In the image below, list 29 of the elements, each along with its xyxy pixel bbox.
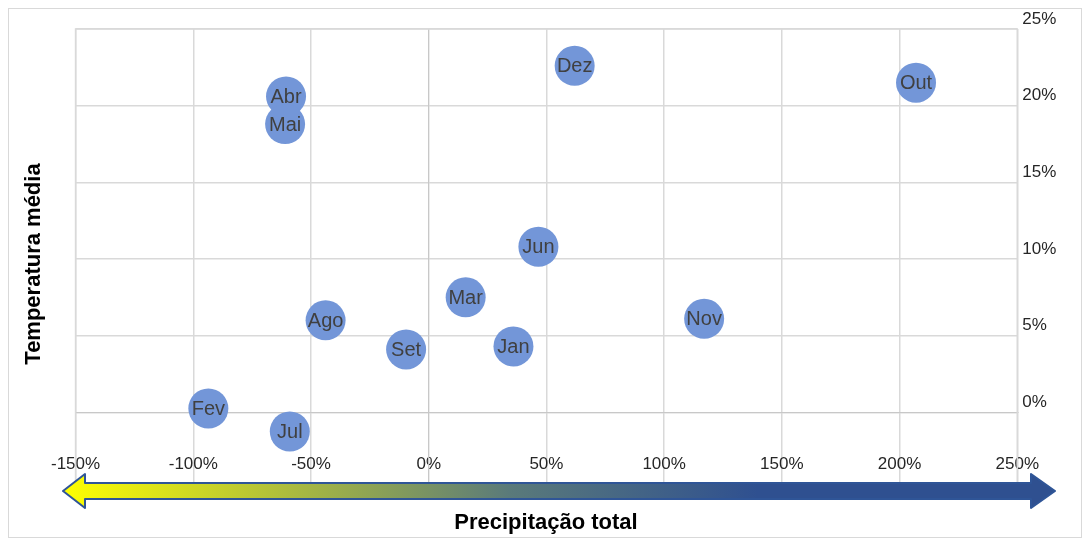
x-axis-title: Precipitação total [453,509,639,535]
x-tick-label: 50% [529,454,564,474]
y-tick-label: 10% [1022,238,1057,258]
annotation: Set [391,337,422,360]
annotation: Ago [307,308,344,331]
x-tick-label: 100% [642,454,686,474]
x-tick-label: 0% [416,454,441,474]
x-tick-label: 250% [995,454,1039,474]
annotation: Fev [191,397,226,420]
y-tick-label: 15% [1022,162,1057,182]
y-tick-label: 25% [1022,8,1057,28]
x-tick-label: 150% [760,454,804,474]
y-tick-label: 0% [1022,392,1047,412]
y-tick-label: 20% [1022,85,1057,105]
annotation: Mar [448,285,484,308]
x-tick-label: 200% [877,454,922,474]
annotation: Dez [556,54,593,77]
x-tick-label: -100% [168,454,218,474]
annotation: Jan [497,334,530,357]
annotation: Jul [277,420,303,443]
x-tick-label: -150% [51,454,101,474]
annotation: Jun [522,235,555,258]
annotation: Out [899,71,933,94]
annotation: Abr [270,84,302,107]
x-tick-label: -50% [291,454,331,474]
y-axis-title: Temperatura média [20,163,46,365]
annotation: Mai [268,112,302,135]
y-tick-label: 5% [1022,315,1047,335]
annotation: Nov [686,307,722,330]
